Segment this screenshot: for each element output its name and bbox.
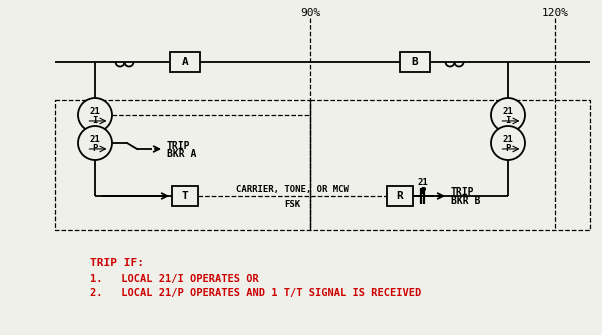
Text: P: P <box>92 144 98 153</box>
Text: BKR B: BKR B <box>451 196 480 206</box>
Text: I: I <box>92 117 98 125</box>
Text: T: T <box>182 191 188 201</box>
Circle shape <box>78 98 112 132</box>
Circle shape <box>491 126 525 160</box>
Bar <box>400 52 430 72</box>
Text: 21: 21 <box>90 107 101 116</box>
Text: 1.   LOCAL 21/I OPERATES OR: 1. LOCAL 21/I OPERATES OR <box>90 274 259 284</box>
Bar <box>170 52 200 72</box>
Text: I: I <box>505 117 510 125</box>
Text: 2.   LOCAL 21/P OPERATES AND 1 T/T SIGNAL IS RECEIVED: 2. LOCAL 21/P OPERATES AND 1 T/T SIGNAL … <box>90 288 421 298</box>
Bar <box>310 100 590 230</box>
Text: 21: 21 <box>503 107 514 116</box>
Text: 21: 21 <box>417 178 428 187</box>
Text: 21: 21 <box>90 135 101 144</box>
Text: TRIP: TRIP <box>451 187 474 197</box>
Circle shape <box>491 98 525 132</box>
Circle shape <box>78 126 112 160</box>
Text: R: R <box>397 191 403 201</box>
Text: P: P <box>420 187 425 196</box>
Bar <box>172 186 198 206</box>
Text: 21: 21 <box>503 135 514 144</box>
Text: TRIP IF:: TRIP IF: <box>90 258 144 268</box>
Text: 120%: 120% <box>542 8 568 18</box>
Text: A: A <box>182 57 188 67</box>
Text: P: P <box>505 144 510 153</box>
Bar <box>387 186 413 206</box>
Text: FSK: FSK <box>284 200 300 208</box>
Text: BKR A: BKR A <box>167 149 196 159</box>
Bar <box>55 100 310 230</box>
Text: 90%: 90% <box>300 8 320 18</box>
Text: CARRIER, TONE, OR MCW: CARRIER, TONE, OR MCW <box>236 185 349 194</box>
Text: TRIP: TRIP <box>167 141 190 151</box>
Text: B: B <box>412 57 418 67</box>
